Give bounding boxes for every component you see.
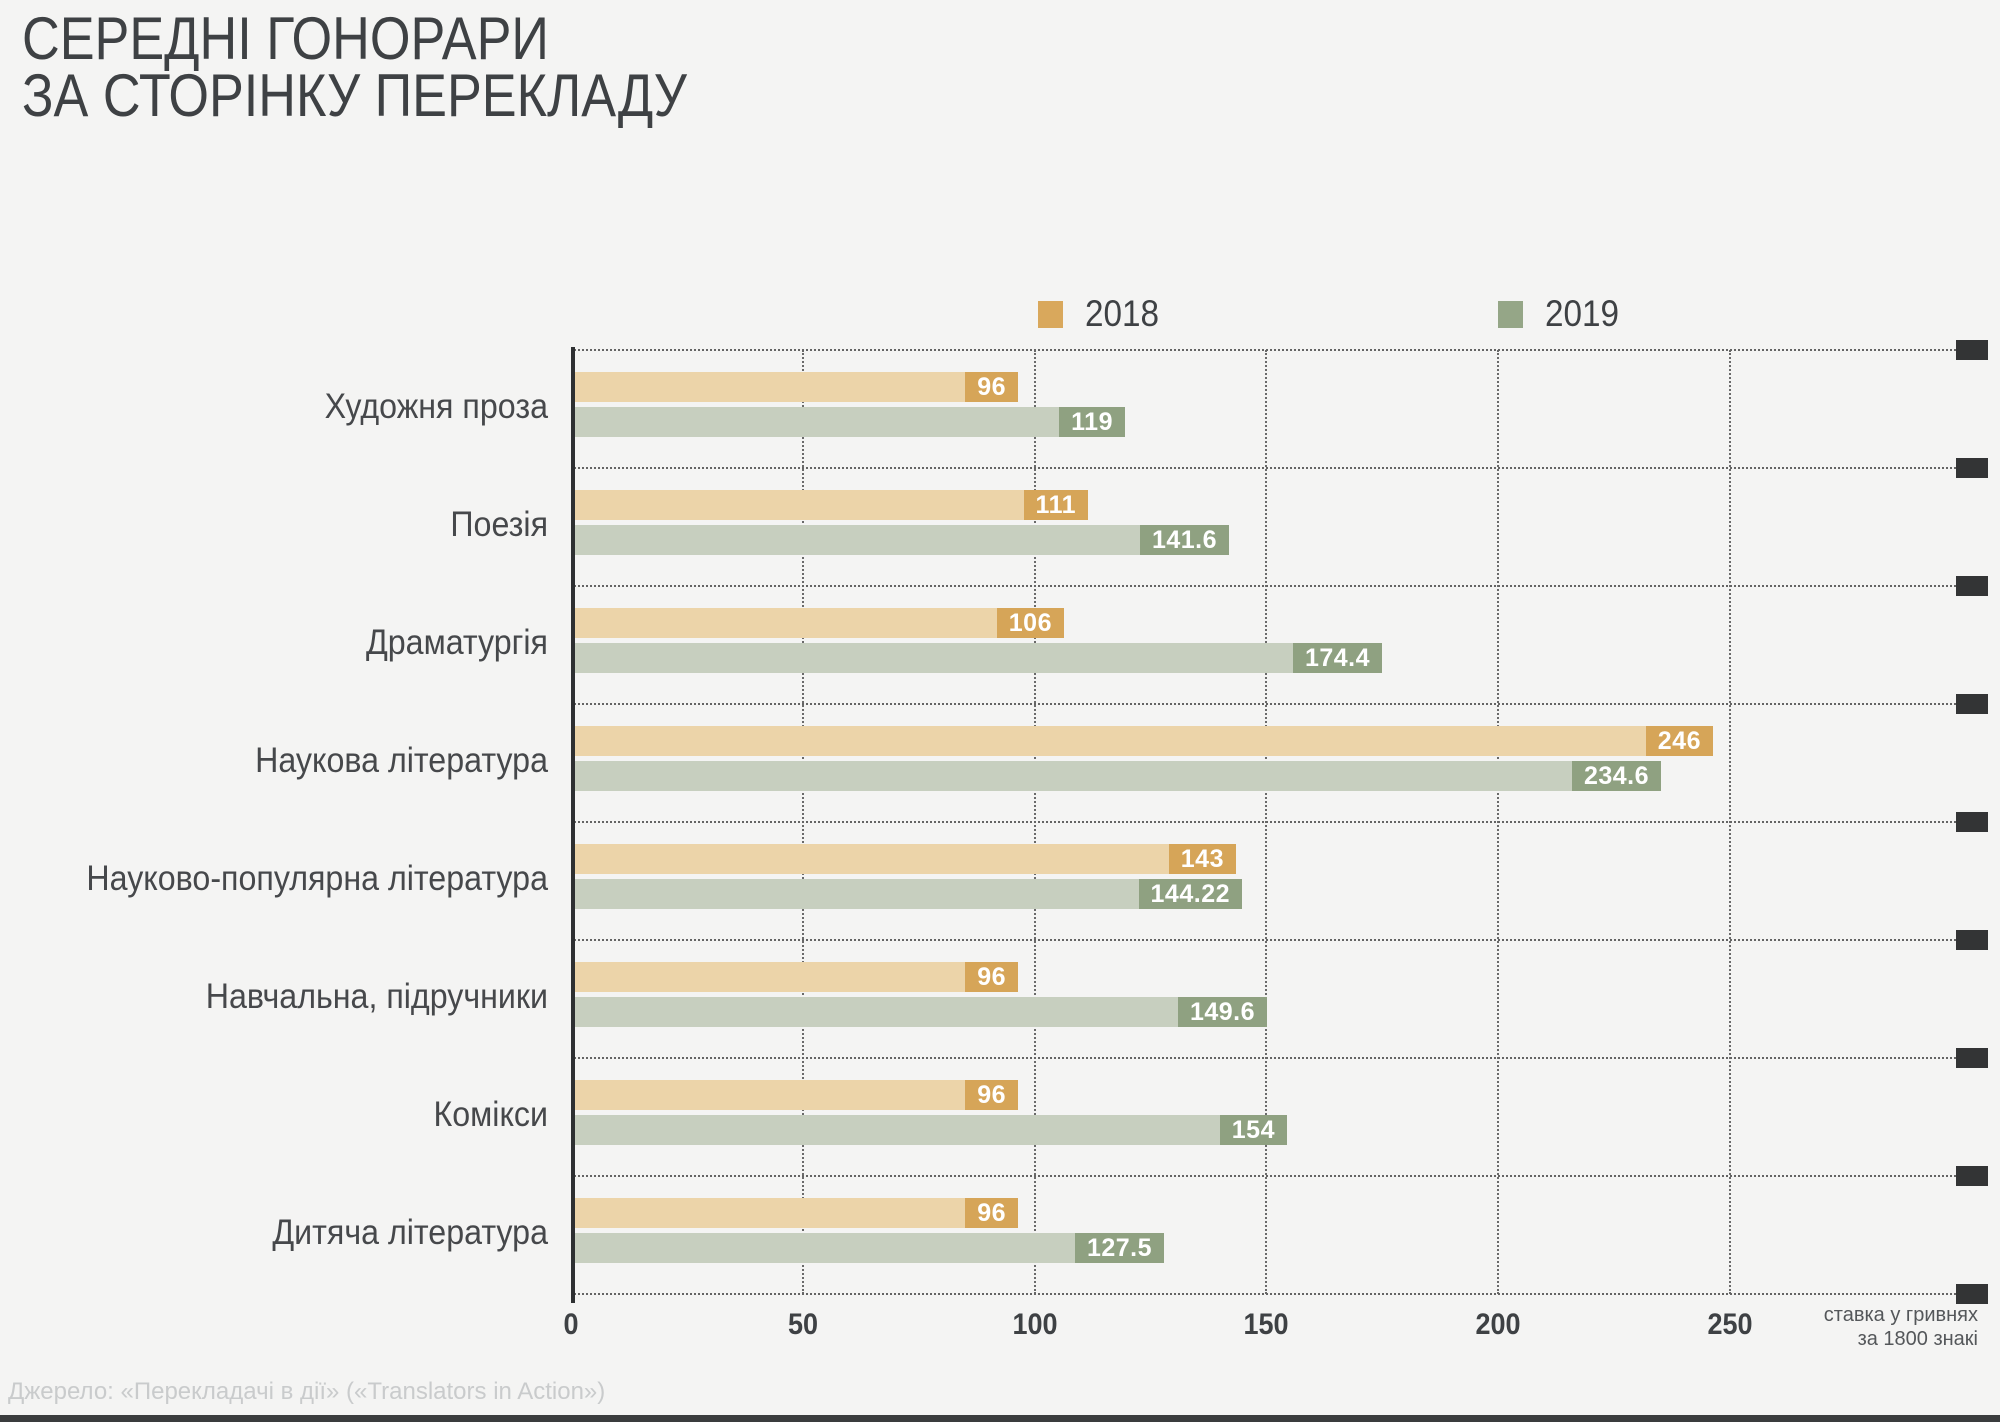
- bar-2019: 149.6: [573, 997, 1267, 1027]
- value-label: 106: [996, 608, 1064, 638]
- axis-unit-note-line2: за 1800 знакі: [1857, 1328, 1978, 1350]
- bar-2019: 141.6: [573, 525, 1229, 555]
- category-label: Навчальна, підручники: [205, 977, 549, 1016]
- separator-line: [571, 821, 1956, 823]
- x-tick-label: 250: [1707, 1308, 1753, 1341]
- chart-title-line1: СЕРЕДНІ ГОНОРАРИ: [22, 5, 549, 72]
- x-tick-label: 200: [1475, 1308, 1521, 1341]
- bar-2018: 246: [573, 726, 1713, 756]
- x-tick-label: 0: [563, 1308, 579, 1341]
- x-tick-label: 50: [787, 1308, 818, 1341]
- bar-2019: 127.5: [573, 1233, 1164, 1263]
- value-label: 141.6: [1139, 525, 1229, 555]
- value-label: 96: [965, 1080, 1018, 1110]
- legend-label-2019: 2019: [1545, 293, 1620, 334]
- category-label: Драматургія: [365, 623, 548, 662]
- bar-2019: 234.6: [573, 761, 1661, 791]
- value-label: 119: [1059, 407, 1125, 437]
- value-label: 127.5: [1074, 1233, 1164, 1263]
- bar-2018: 96: [573, 1080, 1018, 1110]
- separator-line: [571, 349, 1956, 351]
- chart-title-line2: ЗА СТОРІНКУ ПЕРЕКЛАДУ: [22, 62, 687, 129]
- category-label: Науково-популярна література: [86, 859, 549, 898]
- bar-2019: 144.22: [573, 879, 1242, 909]
- legend-swatch-2019: [1498, 300, 1523, 328]
- separator-line: [571, 939, 1956, 941]
- edge-marker: [1956, 930, 1988, 950]
- edge-marker: [1956, 1048, 1988, 1068]
- bar-2019: 174.4: [573, 643, 1382, 673]
- value-label: 149.6: [1177, 997, 1267, 1027]
- edge-marker: [1956, 694, 1988, 714]
- bar-2018: 96: [573, 962, 1018, 992]
- bar-2018: 111: [573, 490, 1088, 520]
- value-label: 234.6: [1571, 761, 1661, 791]
- bar-2019: 119: [573, 407, 1125, 437]
- value-label: 174.4: [1292, 643, 1382, 673]
- edge-marker: [1956, 576, 1988, 596]
- value-label: 144.22: [1138, 879, 1242, 909]
- edge-marker: [1956, 1166, 1988, 1186]
- legend-item-2019: 2019: [1498, 293, 1627, 335]
- category-label: Дитяча література: [272, 1213, 548, 1252]
- axis-unit-note-line1: ставка у гривнях: [1823, 1304, 1978, 1326]
- category-label: Наукова література: [255, 741, 548, 780]
- value-label: 96: [965, 372, 1018, 402]
- value-label: 96: [965, 962, 1018, 992]
- separator-line: [571, 467, 1956, 469]
- x-tick-label: 150: [1243, 1308, 1289, 1341]
- separator-line: [571, 703, 1956, 705]
- bar-2018: 106: [573, 608, 1064, 638]
- source-credit: Джерело: «Перекладачі в дії» («Translato…: [8, 1378, 606, 1405]
- edge-marker: [1956, 458, 1988, 478]
- value-label: 111: [1023, 490, 1088, 520]
- separator-line: [571, 585, 1956, 587]
- bar-2019: 154: [573, 1115, 1287, 1145]
- value-label: 96: [965, 1198, 1018, 1228]
- chart-title: СЕРЕДНІ ГОНОРАРИ ЗА СТОРІНКУ ПЕРЕКЛАДУ: [22, 5, 687, 129]
- bottom-edge-bar: [0, 1415, 2000, 1422]
- value-label: 143: [1168, 844, 1236, 874]
- separator-line: [571, 1057, 1956, 1059]
- category-label: Поезія: [450, 505, 548, 544]
- bar-2018: 96: [573, 1198, 1018, 1228]
- bar-2018: 96: [573, 372, 1018, 402]
- y-axis-line: [571, 347, 575, 1303]
- edge-marker: [1956, 1284, 1988, 1304]
- value-label: 154: [1219, 1115, 1287, 1145]
- category-label: Художня проза: [324, 387, 548, 426]
- edge-marker: [1956, 812, 1988, 832]
- category-label: Комікси: [433, 1095, 548, 1134]
- edge-marker: [1956, 340, 1988, 360]
- bar-2018: 143: [573, 844, 1236, 874]
- separator-line: [571, 1293, 1956, 1295]
- separator-line: [571, 1175, 1956, 1177]
- x-tick-label: 100: [1012, 1308, 1058, 1341]
- legend-label-2018: 2018: [1085, 293, 1160, 334]
- legend-item-2018: 2018: [1038, 293, 1167, 335]
- legend-swatch-2018: [1038, 300, 1063, 328]
- value-label: 246: [1645, 726, 1713, 756]
- axis-unit-note: ставка у гривнях за 1800 знакі: [1824, 1303, 1978, 1351]
